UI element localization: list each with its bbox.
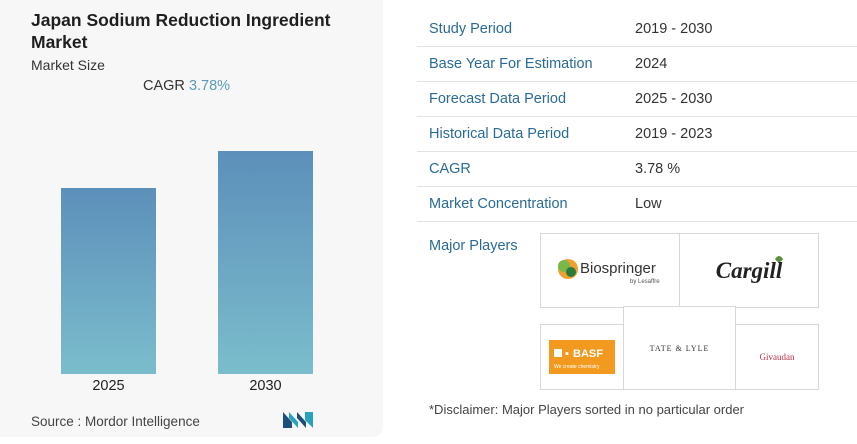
cagr-label: CAGR bbox=[143, 78, 185, 94]
info-key: Market Concentration bbox=[417, 186, 625, 222]
info-row: CAGR 3.78 % bbox=[417, 151, 857, 187]
info-value: 2019 - 2030 bbox=[625, 12, 857, 47]
info-value: 2025 - 2030 bbox=[625, 81, 857, 117]
x-tick-label: 2025 bbox=[92, 378, 125, 394]
info-value: 2024 bbox=[625, 46, 857, 82]
info-row: Forecast Data Period 2025 - 2030 bbox=[417, 81, 857, 117]
mordor-intelligence-logo-icon bbox=[283, 412, 313, 428]
basf-name: BASF bbox=[573, 348, 603, 360]
info-value: Low bbox=[625, 186, 857, 222]
svg-text:▪: ▪ bbox=[565, 348, 569, 360]
bar-2025 bbox=[61, 188, 156, 374]
cargill-name: Cargill bbox=[716, 258, 783, 283]
logo-givaudan: Givaudan bbox=[735, 324, 819, 390]
cagr-value: 3.78% bbox=[188, 78, 231, 94]
info-key: Study Period bbox=[417, 12, 625, 47]
info-row: Base Year For Estimation 2024 bbox=[417, 46, 857, 82]
info-key: Historical Data Period bbox=[417, 116, 625, 152]
info-row: Historical Data Period 2019 - 2023 bbox=[417, 116, 857, 152]
logo-basf: ▪ BASF We create chemistry bbox=[540, 324, 624, 390]
bar-2030 bbox=[218, 151, 313, 374]
cargill-logo-icon: Cargill bbox=[716, 255, 783, 283]
info-key: Forecast Data Period bbox=[417, 81, 625, 117]
biospringer-sub: by Lesaffre bbox=[630, 279, 660, 285]
cagr-indicator: CAGR 3.78% bbox=[143, 78, 230, 94]
chart-subtitle: Market Size bbox=[31, 57, 105, 73]
biospringer-logo-icon: Biospringer by Lesaffre bbox=[558, 258, 660, 285]
source-text: Source : Mordor Intelligence bbox=[31, 414, 200, 429]
info-value: 2019 - 2023 bbox=[625, 116, 857, 152]
basf-logo-icon: ▪ BASF We create chemistry bbox=[549, 340, 615, 374]
logo-biospringer: Biospringer by Lesaffre bbox=[540, 233, 680, 308]
info-row: Market Concentration Low bbox=[417, 186, 857, 222]
logo-tate-lyle: TATE & LYLE bbox=[623, 306, 736, 390]
info-row: Study Period 2019 - 2030 bbox=[417, 12, 857, 47]
major-players-label: Major Players bbox=[429, 238, 518, 254]
report-info-table: Study Period 2019 - 2030 Base Year For Est… bbox=[417, 12, 857, 222]
tate-lyle-name: TATE & LYLE bbox=[649, 343, 710, 353]
logo-cargill: Cargill bbox=[679, 233, 819, 308]
basf-sub: We create chemistry bbox=[554, 364, 600, 370]
biospringer-name: Biospringer bbox=[580, 260, 656, 277]
info-key: CAGR bbox=[417, 151, 625, 187]
info-value: 3.78 % bbox=[625, 151, 857, 187]
givaudan-name: Givaudan bbox=[759, 352, 795, 362]
market-size-card: Japan Sodium Reduction Ingredient Market… bbox=[0, 0, 383, 437]
chart-title: Japan Sodium Reduction Ingredient Market bbox=[31, 10, 331, 52]
x-tick-label: 2030 bbox=[249, 378, 282, 394]
disclaimer-text: *Disclaimer: Major Players sorted in no … bbox=[429, 402, 745, 417]
info-key: Base Year For Estimation bbox=[417, 46, 625, 82]
